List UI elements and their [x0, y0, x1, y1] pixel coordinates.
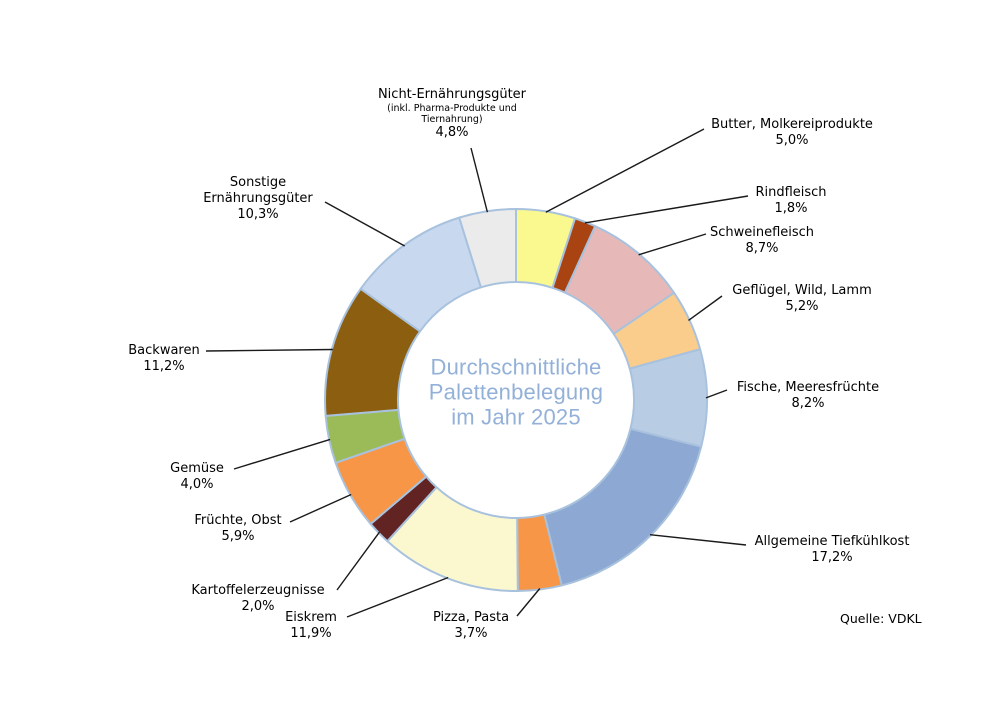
slice-label-pizza-pasta: Pizza, Pasta 3,7%	[433, 610, 509, 642]
slice-label-text: Sonstige	[229, 175, 287, 190]
slice-label-nicht-ernährungsgüter: Nicht-Ernährungsgüter (inkl. Pharma-Produ…	[378, 87, 526, 141]
leader-line-früchte-obst	[289, 493, 352, 523]
slice-label-pct: 10,3%	[237, 207, 279, 222]
slice-label-pct: 17,2%	[811, 550, 853, 565]
slice-label-pct: 5,9%	[221, 529, 255, 544]
slice-label-schweinefleisch: Schweinefleisch 8,7%	[710, 225, 814, 257]
slice-label-pct: 5,2%	[785, 299, 819, 314]
slice-label-text: Gemüse	[170, 461, 224, 476]
source-caption: Quelle: VDKL	[840, 611, 922, 626]
center-title-line-1: Durchschnittliche	[430, 354, 602, 380]
leader-line-eiskrem	[346, 576, 449, 618]
slice-label-text: Nicht-Ernährungsgüter	[377, 87, 527, 102]
slice-label-text: Fische, Meeresfrüchte	[736, 380, 880, 395]
slice-label-pct: 11,2%	[143, 359, 185, 374]
leader-line-sonstige-ernährungsgüter	[324, 201, 406, 247]
slice-label-subtext: Tiernahrung)	[421, 114, 483, 125]
slice-label-text: Geflügel, Wild, Lamm	[732, 283, 872, 298]
slice-label-text: Früchte, Obst	[194, 513, 282, 528]
slice-label-fische-meeresfrüchte: Fische, Meeresfrüchte 8,2%	[737, 380, 879, 412]
leader-line-rindfleisch	[584, 195, 749, 224]
donut-slices	[324, 208, 708, 592]
slice-label-text: Backwaren	[128, 343, 200, 358]
leader-line-schweinefleisch	[638, 233, 707, 256]
slice-label-rindfleisch: Rindfleisch 1,8%	[755, 185, 826, 217]
slice-label-text: Allgemeine Tiefkühlkost	[754, 534, 910, 549]
slice-label-subtext: (inkl. Pharma-Produkte und	[387, 103, 517, 114]
slice-label-text: Rindfleisch	[755, 185, 827, 200]
slice-label-gemüse: Gemüse 4,0%	[170, 461, 224, 493]
leader-line-butter-molkereiprodukte	[545, 128, 705, 213]
slice-label-kartoffelerzeugnisse: Kartoffelerzeugnisse 2,0%	[191, 583, 324, 615]
slice-label-pct: 4,0%	[180, 477, 214, 492]
slice-label-eiskrem: Eiskrem 11,9%	[285, 610, 337, 642]
leader-line-geflügel-wild-lamm	[688, 295, 723, 321]
slice-label-butter-molkereiprodukte: Butter, Molkereiprodukte 5,0%	[711, 117, 873, 149]
leader-line-nicht-ernährungsgüter	[470, 147, 489, 213]
slice-label-früchte-obst: Früchte, Obst 5,9%	[194, 513, 281, 545]
slice-label-pct: 8,7%	[745, 241, 779, 256]
slice-label-text: Kartoffelerzeugnisse	[191, 583, 325, 598]
leader-line-fische-meeresfrüchte	[705, 389, 728, 399]
slice-label-text: Butter, Molkereiprodukte	[711, 117, 873, 132]
slice-label-text: Pizza, Pasta	[432, 610, 510, 625]
slice-label-text: Eiskrem	[285, 610, 337, 625]
slice-label-sonstige-ernährungsgüter: Sonstige Ernährungsgüter 10,3%	[203, 175, 313, 223]
slice-label-pct: 5,0%	[775, 133, 809, 148]
leader-line-kartoffelerzeugnisse	[336, 531, 381, 591]
slice-label-allgemeine-tiefkühlkost: Allgemeine Tiefkühlkost 17,2%	[755, 534, 910, 566]
slice-label-backwaren: Backwaren 11,2%	[128, 343, 199, 375]
slice-label-pct: 11,9%	[290, 626, 332, 641]
donut-slice-allgemeine-tiefkühlkost	[543, 427, 703, 587]
leader-line-backwaren	[205, 348, 333, 352]
slice-label-pct: 8,2%	[791, 396, 825, 411]
slice-label-text: Schweinefleisch	[709, 225, 815, 240]
slice-label-pct: 2,0%	[241, 599, 275, 614]
slice-label-pct: 4,8%	[435, 125, 469, 140]
leader-line-pizza-pasta	[516, 588, 541, 617]
slice-label-text: Ernährungsgüter	[203, 191, 313, 206]
donut-slice-nicht-ernährungsgüter	[458, 208, 517, 289]
slice-label-geflügel-wild-lamm: Geflügel, Wild, Lamm 5,2%	[732, 283, 871, 315]
chart-center-title: Durchschnittliche Palettenbelegung im Ja…	[429, 355, 603, 430]
slice-label-pct: 3,7%	[454, 626, 488, 641]
center-title-line-3: im Jahr 2025	[451, 404, 581, 430]
leader-line-gemüse	[233, 438, 331, 470]
leader-line-allgemeine-tiefkühlkost	[649, 534, 747, 546]
center-title-line-2: Palettenbelegung	[428, 379, 604, 405]
slice-label-pct: 1,8%	[774, 201, 808, 216]
leader-lines	[205, 128, 749, 618]
